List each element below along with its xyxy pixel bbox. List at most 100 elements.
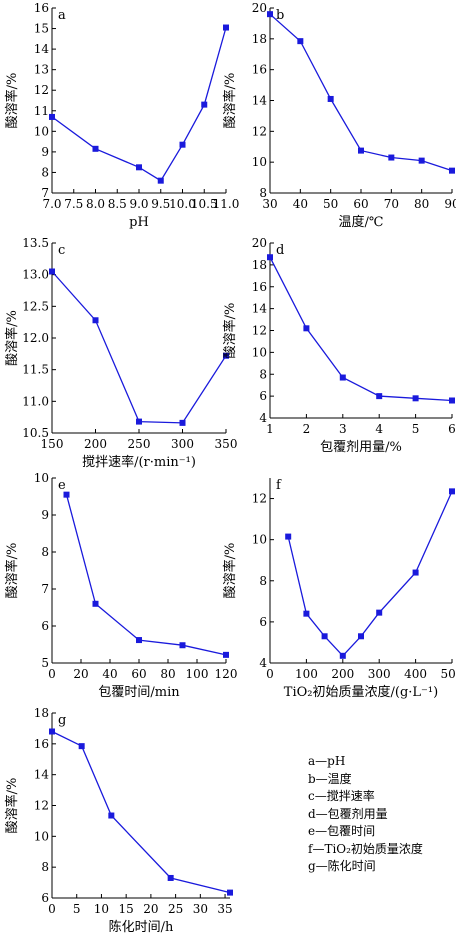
x-tick-label: 25 — [168, 902, 183, 916]
x-tick-label: 0 — [48, 902, 56, 916]
x-tick-label: 2 — [303, 422, 311, 436]
data-point — [157, 177, 164, 184]
y-axis-title: 酸溶率/% — [222, 303, 238, 359]
x-tick-label: 80 — [160, 667, 175, 681]
data-point — [303, 325, 310, 332]
x-tick-label: 400 — [404, 667, 427, 681]
y-axis-title: 酸溶率/% — [4, 778, 20, 834]
data-point — [449, 167, 455, 174]
data-point — [327, 95, 334, 102]
x-tick-label: 100 — [186, 667, 209, 681]
panel-label: e — [58, 478, 66, 493]
data-point — [449, 488, 455, 495]
panel-label: d — [276, 243, 284, 258]
x-tick-label: 10.5 — [191, 197, 218, 211]
y-tick-label: 11 — [34, 104, 49, 118]
x-tick-label: 70 — [384, 197, 399, 211]
x-tick-label: 30 — [193, 902, 208, 916]
y-tick-label: 8 — [259, 574, 267, 588]
legend-entry-c: c—搅拌速率 — [308, 789, 375, 803]
x-axis-title: pH — [129, 215, 149, 230]
chart-g: 0 5 10 15 20 25 30 35 6 8 10 12 14 16 18 g 陈化时间/h 酸溶率/% — [4, 706, 233, 935]
x-tick-label: 5 — [412, 422, 420, 436]
y-tick-label: 16 — [34, 737, 49, 751]
x-tick-label: 500 — [441, 667, 456, 681]
legend-entry-b: b—温度 — [308, 771, 352, 786]
series-line — [51, 730, 231, 894]
y-tick-label: 12 — [252, 124, 267, 138]
x-tick-label: 90 — [444, 197, 456, 211]
y-axis-title: 酸溶率/% — [4, 310, 20, 366]
y-axis-title: 酸溶率/% — [222, 543, 238, 599]
y-tick-label: 5 — [41, 656, 49, 670]
y-tick-label: 14 — [34, 42, 50, 56]
x-tick-label: 10.0 — [169, 197, 196, 211]
data-point — [49, 728, 55, 735]
data-point — [167, 874, 174, 881]
x-axis-title: TiO₂初始质量浓度/(g·L⁻¹) — [284, 684, 438, 700]
x-tick-label: 35 — [217, 902, 232, 916]
y-tick-label: 10 — [34, 124, 49, 138]
y-tick-label: 16 — [252, 63, 267, 77]
x-tick-label: 3 — [339, 422, 347, 436]
y-tick-label: 11.5 — [22, 363, 49, 377]
x-tick-label: 100 — [295, 667, 318, 681]
x-tick-label: 50 — [323, 197, 338, 211]
x-tick-label: 350 — [215, 437, 238, 451]
panel-label: c — [58, 243, 65, 258]
data-point — [136, 164, 142, 171]
y-tick-label: 10 — [252, 533, 267, 547]
data-point — [358, 633, 364, 640]
y-tick-label: 14 — [252, 94, 268, 108]
y-tick-label: 12 — [252, 324, 267, 338]
x-tick-label: 200 — [84, 437, 107, 451]
series-line — [51, 27, 227, 182]
y-tick-label: 18 — [252, 32, 267, 46]
series-line — [51, 271, 227, 424]
y-tick-label: 12 — [34, 83, 49, 97]
y-tick-label: 16 — [34, 1, 49, 15]
x-tick-label: 40 — [102, 667, 117, 681]
x-tick-label: 7.5 — [64, 197, 83, 211]
y-tick-label: 8 — [41, 165, 49, 179]
y-tick-label: 16 — [252, 280, 267, 294]
x-tick-label: 60 — [353, 197, 368, 211]
data-point — [321, 633, 328, 640]
panel-label: g — [58, 713, 66, 728]
data-point — [376, 393, 383, 400]
data-point — [92, 145, 99, 152]
x-axis-title: 包覆剂用量/% — [320, 440, 402, 455]
x-tick-label: 20 — [143, 902, 158, 916]
y-tick-label: 6 — [41, 891, 49, 905]
chart-f: 0 100 200 300 400 500 4 6 8 10 12 f TiO₂初始质量浓度/(g·L⁻… — [222, 478, 456, 700]
y-tick-label: 10 — [34, 829, 49, 843]
x-tick-label: 6 — [448, 422, 456, 436]
y-tick-label: 8 — [259, 367, 267, 381]
legend-entry-g: g—陈化时间 — [308, 859, 376, 873]
y-tick-label: 18 — [34, 706, 49, 720]
data-point — [358, 147, 364, 154]
y-tick-label: 10 — [34, 471, 49, 485]
y-tick-label: 20 — [252, 1, 267, 15]
x-tick-label: 20 — [73, 667, 88, 681]
chart-b: 30 40 50 60 70 80 90 8 10 12 14 16 18 20 b 温度/℃ 酸溶率/% — [222, 1, 456, 230]
y-tick-label: 12 — [34, 799, 49, 813]
y-tick-label: 13 — [34, 63, 49, 77]
y-axis-title: 酸溶率/% — [4, 73, 20, 129]
y-axis-title: 酸溶率/% — [4, 543, 20, 599]
y-tick-label: 11.0 — [22, 394, 49, 408]
y-tick-label: 7 — [41, 582, 49, 596]
data-point — [179, 419, 186, 426]
y-tick-label: 7 — [41, 186, 49, 200]
y-tick-label: 6 — [41, 619, 49, 633]
x-axis-title: 温度/℃ — [339, 214, 384, 230]
data-point — [136, 418, 142, 425]
legend-entry-e: e—包覆时间 — [308, 824, 376, 838]
legend-entry-f: f—TiO₂初始质量浓度 — [308, 841, 423, 856]
data-point — [449, 397, 455, 404]
x-tick-label: 4 — [375, 422, 383, 436]
legend: a—pH b—温度 c—搅拌速率 d—包覆剂用量 e—包覆时间 f—TiO₂初始… — [308, 753, 423, 876]
data-point — [339, 374, 346, 381]
x-tick-label: 250 — [128, 437, 151, 451]
